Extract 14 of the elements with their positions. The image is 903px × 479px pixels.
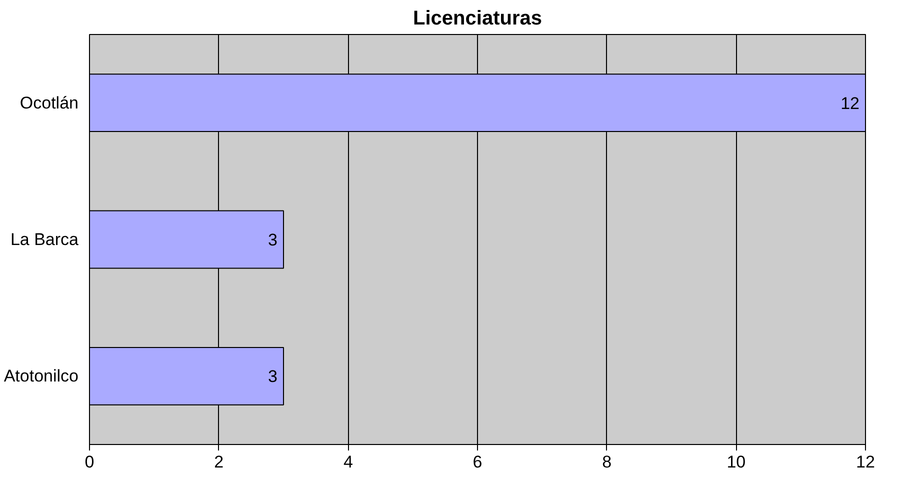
y-tick-label: Atotonilco	[4, 366, 79, 386]
x-tick-label: 8	[602, 452, 612, 472]
x-tick-label: 12	[856, 452, 875, 472]
chart-title: Licenciaturas	[413, 8, 542, 30]
data-label: 3	[268, 230, 278, 250]
y-tick-label: La Barca	[10, 230, 80, 249]
y-tick-label: Ocotlán	[20, 93, 79, 112]
x-tick-label: 10	[726, 452, 746, 472]
x-tick-label: 6	[472, 452, 482, 472]
x-tick-label: 0	[84, 452, 94, 472]
x-tick-label: 2	[214, 452, 224, 472]
data-label: 12	[840, 94, 860, 113]
data-label: 3	[268, 367, 278, 386]
x-tick-label: 4	[343, 452, 353, 472]
